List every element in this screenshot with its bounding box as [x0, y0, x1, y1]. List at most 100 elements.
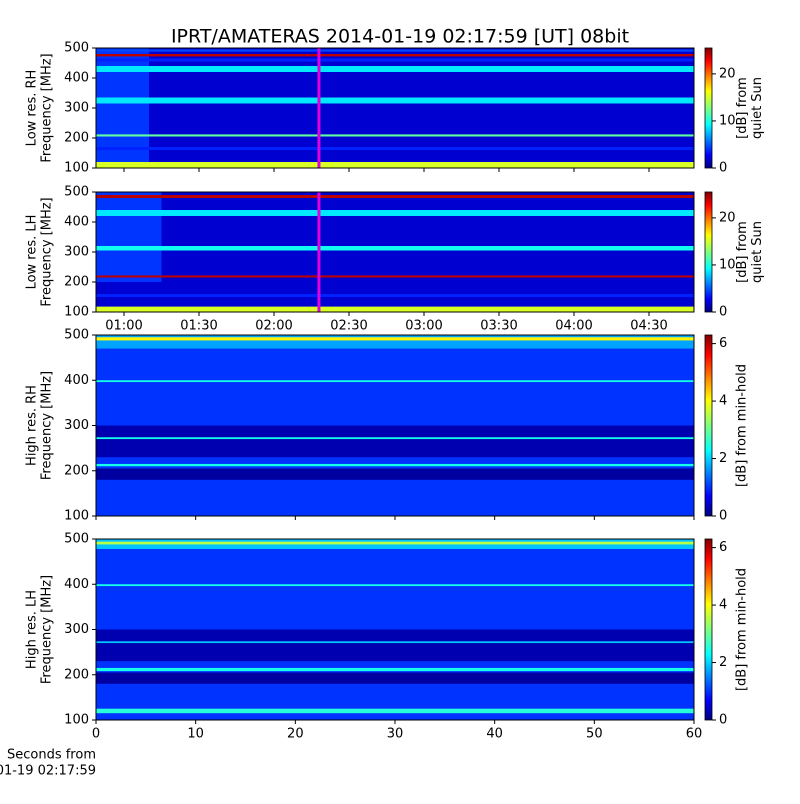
heatmap-cell — [96, 192, 162, 282]
colorbar-tick-label: 10 — [719, 113, 736, 128]
colorbar-label: quiet Sun — [750, 77, 765, 139]
y-tick-label: 400 — [64, 71, 89, 86]
y-axis-label: Low res. RH — [25, 70, 40, 147]
heatmap — [96, 48, 694, 168]
heatmap-cell — [96, 58, 694, 62]
y-tick-label: 200 — [64, 667, 89, 682]
heatmap-cell — [96, 425, 694, 458]
y-tick-label: 100 — [64, 509, 89, 524]
y-tick-label: 200 — [64, 275, 89, 290]
x-tick-label: 01:30 — [180, 319, 217, 334]
y-tick-label: 400 — [64, 373, 89, 388]
y-tick-label: 400 — [64, 215, 89, 230]
x-tick-label: 03:30 — [480, 319, 517, 334]
colorbar — [704, 538, 713, 721]
heatmap — [96, 335, 694, 516]
heatmap-cell — [96, 708, 694, 714]
x-tick-label: 02:30 — [330, 319, 367, 334]
colorbar-label: [dB] from min-hold — [735, 364, 750, 487]
x-tick-label: 03:00 — [405, 319, 442, 334]
colorbar-tick-label: 6 — [719, 336, 727, 351]
heatmap-cell — [96, 66, 694, 72]
y-tick-label: 500 — [64, 41, 89, 56]
y-tick-label: 300 — [64, 418, 89, 433]
y-axis-label: High res. RH — [25, 385, 40, 466]
heatmap-cell — [96, 134, 694, 137]
colorbar — [704, 191, 713, 313]
y-axis-label: Frequency [MHz] — [40, 575, 55, 684]
heatmap-cell — [96, 162, 694, 168]
y-axis-label: Frequency [MHz] — [40, 53, 55, 162]
x-tick-label: 10 — [187, 727, 204, 742]
colorbar — [704, 47, 713, 169]
heatmap-cell — [96, 437, 694, 440]
colorbar-tick-label: 4 — [719, 598, 727, 613]
heatmap-cell — [96, 306, 694, 312]
y-tick-label: 300 — [64, 245, 89, 260]
x-tick-label: 60 — [686, 727, 703, 742]
heatmap-cell — [96, 49, 694, 52]
colorbar-tick-label: 2 — [719, 451, 727, 466]
heatmap-cell — [96, 195, 694, 198]
x-tick-label: 40 — [486, 727, 503, 742]
y-tick-label: 500 — [64, 532, 89, 547]
colorbar-tick-label: 0 — [719, 713, 727, 728]
y-axis-label: High res. LH — [25, 590, 40, 669]
heatmap-cell — [96, 246, 694, 251]
y-tick-label: 300 — [64, 622, 89, 637]
x-tick-label: 02:00 — [255, 319, 292, 334]
y-tick-label: 100 — [64, 161, 89, 176]
colorbar-tick-label: 20 — [719, 210, 736, 225]
colorbar-tick-label: 6 — [719, 540, 727, 555]
colorbar-tick-label: 2 — [719, 655, 727, 670]
y-tick-label: 400 — [64, 577, 89, 592]
y-axis-label: Low res. LH — [25, 215, 40, 290]
x-tick-label: 30 — [387, 727, 404, 742]
heatmap-cell — [96, 54, 694, 57]
colorbar-tick-label: 20 — [719, 66, 736, 81]
heatmap-cell — [96, 667, 694, 672]
y-tick-label: 100 — [64, 305, 89, 320]
x-tick-label: 20 — [287, 727, 304, 742]
colorbar-label: quiet Sun — [750, 221, 765, 283]
heatmap-cell — [96, 584, 694, 587]
heatmap-cell — [96, 210, 694, 216]
x-tick-label: 01:00 — [105, 319, 142, 334]
heatmap-cell — [96, 147, 694, 150]
y-axis-label: Frequency [MHz] — [40, 371, 55, 480]
heatmap-cell — [96, 541, 694, 545]
x-axis-label: Seconds from — [7, 748, 96, 763]
heatmap — [96, 192, 694, 312]
y-axis-label: Frequency [MHz] — [40, 197, 55, 306]
heatmap-cell — [96, 337, 694, 341]
x-tick-label: 04:00 — [555, 319, 592, 334]
heatmap-cell — [96, 275, 694, 278]
heatmap-cell — [96, 468, 694, 480]
x-tick-label: 04:30 — [630, 319, 667, 334]
colorbar-tick-label: 10 — [719, 257, 736, 272]
heatmap-cell — [96, 380, 694, 383]
y-tick-label: 200 — [64, 463, 89, 478]
heatmap-cell — [96, 641, 694, 644]
title: IPRT/AMATERAS 2014-01-19 02:17:59 [UT] 0… — [171, 26, 629, 48]
heatmap-cell — [96, 672, 694, 684]
x-tick-label: 0 — [92, 727, 100, 742]
heatmap-cell — [96, 97, 694, 104]
y-tick-label: 100 — [64, 713, 89, 728]
x-tick-label: 50 — [586, 727, 603, 742]
heatmap-cell — [96, 629, 694, 662]
colorbar-tick-label: 4 — [719, 394, 727, 409]
colorbar-label: [dB] from — [735, 77, 750, 139]
heatmap-cell — [96, 335, 694, 349]
heatmap-cell — [96, 294, 694, 297]
y-tick-label: 500 — [64, 185, 89, 200]
heatmap-cell — [96, 463, 694, 467]
colorbar-label: [dB] from min-hold — [735, 568, 750, 691]
heatmap — [96, 539, 694, 720]
y-tick-label: 200 — [64, 131, 89, 146]
colorbar-tick-label: 0 — [719, 509, 727, 524]
colorbar-tick-label: 0 — [719, 161, 727, 176]
colorbar-label: [dB] from — [735, 221, 750, 283]
